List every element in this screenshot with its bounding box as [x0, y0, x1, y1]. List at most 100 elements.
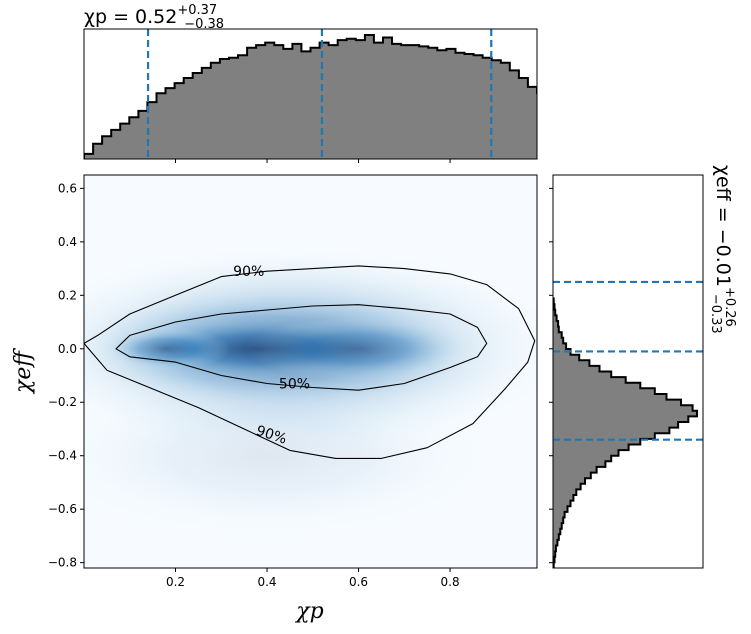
right-hist-bin [553, 399, 681, 406]
top-hist-bin [84, 153, 94, 159]
top-hist-bin [274, 45, 284, 159]
x-tick-label: 0.6 [349, 575, 368, 589]
right-hist-outline [553, 297, 698, 568]
right-hist-bin [553, 337, 564, 344]
right-hist-bin [553, 483, 581, 490]
y-tick-label: 0.2 [58, 288, 77, 302]
top-hist-outline [84, 34, 537, 159]
top-frame [83, 28, 538, 160]
right-frame [552, 174, 704, 569]
top-hist-bin [265, 42, 275, 159]
top-hist-bin [473, 55, 484, 159]
top-hist-bin [228, 57, 239, 159]
y-axis-ticks: −0.8 −0.6 −0.4 −0.2 0.0 0.2 0.4 0.6 [48, 181, 84, 570]
right-hist-bin [553, 438, 641, 445]
top-hist-bin [283, 48, 293, 159]
right-hist-bin [553, 528, 561, 535]
right-hist-bin [553, 315, 557, 322]
top-title-lower: −0.38 [184, 17, 224, 32]
contour-layer [84, 265, 536, 459]
top-hist-bin [573, 127, 583, 159]
right-hist-bin [553, 410, 697, 417]
x-axis-label: χp [294, 599, 323, 624]
top-hist-bin [419, 46, 429, 159]
joint-panel: 90%50%90% 0.2 0.4 0.6 0.8 −0.8−0.6−0.4−0.20… [11, 174, 538, 624]
right-hist-bin [553, 309, 556, 316]
right-hist-bin [553, 422, 679, 429]
density-layer [84, 247, 537, 536]
right-hist-bin [553, 539, 558, 547]
top-hist-bin [319, 42, 330, 159]
top-hist-bin [292, 43, 302, 159]
right-marginal-panel: χeff = −0.01+0.26−0.33 [549, 165, 737, 569]
right-hist-bin [553, 320, 559, 328]
top-hist-bin [527, 86, 537, 159]
x-axis-ticks: 0.2 0.4 0.6 0.8 [166, 568, 460, 589]
y-tick-label: 0.0 [58, 342, 77, 356]
right-hist-bin [553, 466, 597, 474]
right-hist-bin [553, 377, 626, 384]
right-hist-bin [553, 326, 559, 333]
right-quantile-lines [553, 280, 703, 441]
top-hist-bin [392, 43, 402, 159]
right-hist-bin [553, 489, 577, 496]
y-tick-label: −0.2 [48, 395, 77, 409]
right-hist-bin [553, 495, 574, 502]
right-hist-bin [553, 511, 565, 518]
density-blob [102, 327, 231, 371]
top-hist-bin [120, 123, 130, 159]
top-hist-bin [428, 47, 438, 159]
top-hist-bin [210, 62, 221, 159]
y-tick-label: 0.4 [58, 235, 77, 249]
top-hist-bin [192, 72, 203, 159]
right-hist-bin [553, 365, 600, 372]
right-hist-bin [553, 388, 655, 395]
top-hist-bin [165, 88, 176, 159]
top-hist-bin [500, 62, 511, 159]
top-hist-bin [564, 120, 574, 159]
contour-label: 50% [279, 377, 310, 393]
right-hist-bin [553, 433, 655, 440]
right-hist-bin [553, 393, 667, 401]
right-hist-bin [553, 500, 571, 507]
top-title-main: χp = 0.52 [84, 6, 177, 28]
top-hist-bin [491, 60, 502, 159]
y-tick-label: −0.6 [48, 502, 77, 516]
right-hist-bin [553, 360, 590, 367]
top-hist-bin [337, 40, 348, 159]
top-hist-bin [301, 51, 311, 159]
contour-label: 90% [233, 264, 264, 280]
right-hist-bin [553, 416, 689, 423]
top-hist-bin [410, 45, 420, 159]
top-hist-bin [455, 52, 466, 159]
top-hist-bin [346, 38, 357, 159]
top-hist-bin [183, 78, 194, 159]
top-histogram [84, 34, 583, 159]
top-title: χp = 0.52+0.37 −0.38 [84, 3, 224, 32]
top-hist-bin [156, 93, 167, 159]
x-tick-label: 0.8 [441, 575, 460, 589]
right-hist-bin [553, 382, 641, 389]
right-hist-bin [553, 332, 562, 339]
top-hist-bin [102, 136, 112, 159]
top-hist-bin [546, 101, 556, 159]
right-histogram [553, 297, 698, 568]
top-ticks [175, 159, 451, 163]
top-hist-bin [401, 45, 411, 159]
x-tick-label: 0.2 [166, 575, 185, 589]
top-hist-bin [247, 47, 257, 159]
top-hist-bin [174, 83, 185, 159]
top-hist-bin [256, 45, 266, 159]
x-tick-label: 0.4 [257, 575, 276, 589]
top-hist-bin [555, 111, 565, 159]
top-hist-bin [437, 50, 447, 159]
right-title: χeff = −0.01+0.26−0.33 [708, 165, 737, 334]
density-blob [84, 375, 496, 536]
right-hist-bin [553, 405, 693, 412]
y-tick-label: −0.4 [48, 449, 77, 463]
right-title-upper: +0.26 [722, 287, 737, 327]
contour-90pct [84, 265, 536, 459]
right-ticks [549, 187, 553, 564]
top-hist-bin [373, 42, 384, 159]
